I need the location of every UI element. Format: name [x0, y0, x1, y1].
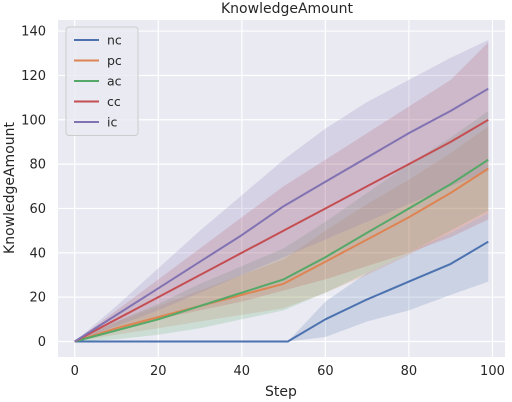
y-tick-label: 100: [21, 113, 46, 128]
legend-label-ic: ic: [107, 115, 117, 130]
series-lines: [74, 87, 489, 343]
band-cc: [74, 42, 489, 342]
legend-label-ac: ac: [107, 74, 122, 89]
legend-label-pc: pc: [107, 53, 122, 68]
legend-label-nc: nc: [107, 33, 122, 48]
x-tick-label: 80: [401, 364, 418, 379]
legend-box: [65, 26, 139, 136]
band-nc: [74, 212, 489, 342]
line-ic: [74, 87, 489, 343]
x-tick-label: 40: [234, 364, 251, 379]
line-nc: [74, 240, 489, 343]
y-tick-label: 80: [29, 158, 46, 173]
x-axis-label: Step: [265, 384, 297, 400]
band-ic: [74, 40, 489, 342]
y-tick-label: 120: [21, 69, 46, 84]
band-ac: [74, 110, 489, 342]
y-tick-label: 60: [29, 202, 46, 217]
legend: nc pc ac cc ic: [65, 26, 139, 136]
x-tick-label: 0: [71, 364, 79, 379]
y-tick-label: 140: [21, 25, 46, 40]
chart-title: KnowledgeAmount: [221, 1, 353, 17]
x-tick-label: 20: [150, 364, 167, 379]
tick-labels: 0 20 40 60 80 100 0 20 40 60 80 100 120 140: [21, 25, 505, 379]
band-pc: [74, 126, 489, 342]
legend-label-cc: cc: [107, 94, 121, 109]
y-tick-label: 40: [29, 246, 46, 261]
y-axis-label: KnowledgeAmount: [2, 122, 18, 254]
confidence-bands: [74, 40, 489, 342]
y-tick-label: 20: [29, 291, 46, 306]
line-pc: [74, 167, 489, 343]
line-ac: [74, 158, 489, 343]
y-tick-label: 0: [38, 335, 46, 350]
x-tick-label: 60: [317, 364, 334, 379]
line-cc: [74, 118, 489, 343]
x-tick-label: 100: [480, 364, 505, 379]
